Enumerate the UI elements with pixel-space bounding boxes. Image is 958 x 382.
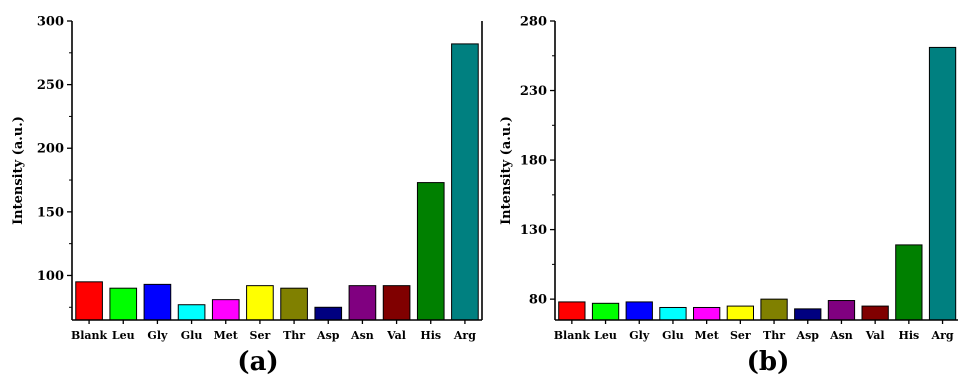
bar-met xyxy=(693,306,721,321)
x-tick-label: Ser xyxy=(250,329,271,342)
x-tick-label: Leu xyxy=(112,329,135,342)
y-axis-label: Intensity (a.u.) xyxy=(11,116,26,225)
bar-asp xyxy=(794,308,822,321)
chart-panel-a: Blank Leu Gly Glu Met Ser Thr Asp Asn Val His Arg 10… xyxy=(11,15,483,377)
bar-leu xyxy=(591,302,620,321)
y-tick-label: 200 xyxy=(37,142,64,157)
x-tick-label: Met xyxy=(214,329,239,342)
x-tick-label: His xyxy=(898,329,919,342)
y-tick-label: 130 xyxy=(520,223,547,238)
y-axis-label: Intensity (a.u.) xyxy=(499,116,514,225)
bar-his xyxy=(895,244,923,321)
chart-panel-b: Blank Leu Gly Glu Met Ser Thr Asp Asn Val His Arg 80… xyxy=(499,15,958,377)
bar-ser xyxy=(246,285,274,321)
y-tick-label: 80 xyxy=(529,293,547,308)
bar-thr xyxy=(280,287,308,321)
bar-arg xyxy=(928,46,957,321)
bar-asn xyxy=(827,300,856,321)
bar-ser xyxy=(726,305,755,321)
y-tick-label: 280 xyxy=(520,15,547,30)
x-tick-label: Asn xyxy=(350,329,374,342)
x-tick-label: Ser xyxy=(730,329,751,342)
y-tick-label: 300 xyxy=(37,15,64,30)
bar-his xyxy=(416,182,445,321)
x-tick-label: Gly xyxy=(147,329,168,342)
x-tick-label: Leu xyxy=(594,329,617,342)
x-tick-label: Glu xyxy=(181,329,203,342)
x-tick-label: Thr xyxy=(763,329,785,342)
bar-asp xyxy=(314,306,343,321)
x-tick-label: Val xyxy=(865,329,885,342)
bar-blank xyxy=(558,301,586,321)
x-tick-label: Met xyxy=(695,329,720,342)
panel-label: (b) xyxy=(747,347,790,377)
bar-blank xyxy=(75,281,103,321)
x-tick-label: Asp xyxy=(316,329,340,342)
y-tick-label: 180 xyxy=(520,154,547,169)
bar-gly xyxy=(625,301,653,321)
bar-arg xyxy=(451,43,479,321)
panel-label: (a) xyxy=(237,347,278,377)
bar-glu xyxy=(177,304,206,321)
bar-leu xyxy=(109,287,138,321)
bar-asn xyxy=(348,285,377,321)
y-tick-label: 150 xyxy=(37,205,64,220)
x-tick-label: Blank xyxy=(554,329,591,342)
bar-met xyxy=(211,299,240,321)
x-tick-label: Arg xyxy=(931,329,954,342)
x-tick-label: Thr xyxy=(283,329,305,342)
x-tick-label: Val xyxy=(386,329,406,342)
bar-val xyxy=(861,305,889,321)
x-tick-label: Arg xyxy=(453,329,476,342)
bar-gly xyxy=(143,283,172,321)
x-tick-label: Asp xyxy=(796,329,820,342)
bar-glu xyxy=(659,306,687,321)
x-tick-label: Gly xyxy=(629,329,650,342)
y-tick-label: 100 xyxy=(37,269,64,284)
x-tick-label: Asn xyxy=(829,329,853,342)
y-tick-label: 250 xyxy=(37,78,64,93)
bar-val xyxy=(382,285,411,321)
bar-thr xyxy=(760,298,788,321)
x-tick-label: His xyxy=(420,329,441,342)
x-tick-label: Blank xyxy=(71,329,108,342)
x-tick-label: Glu xyxy=(662,329,684,342)
y-tick-label: 230 xyxy=(520,84,547,99)
